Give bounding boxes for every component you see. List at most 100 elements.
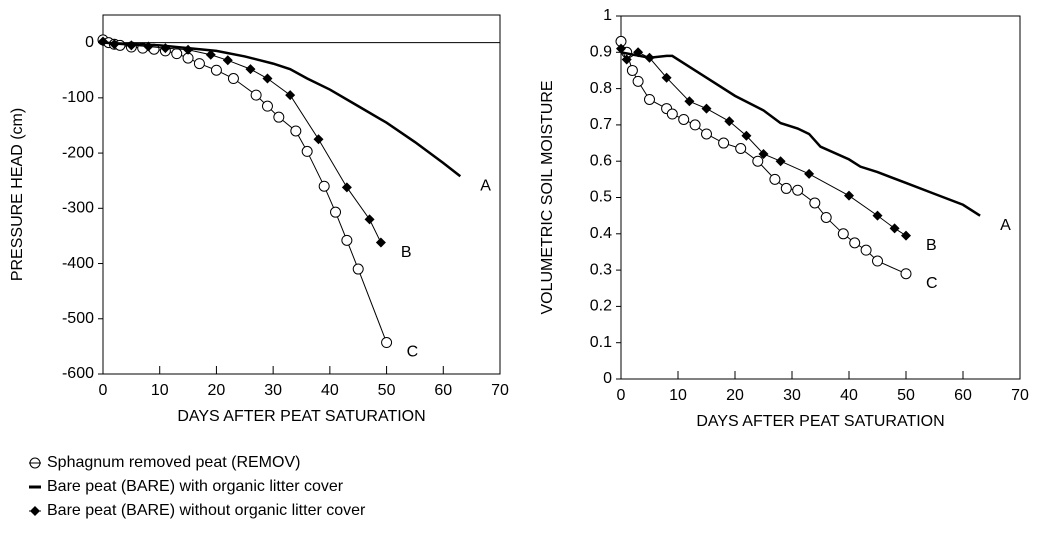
y-tick-label: 0.5 — [590, 189, 612, 206]
point-marker — [735, 142, 747, 154]
point-marker — [792, 184, 804, 196]
point-marker — [330, 206, 342, 218]
x-tick-label: 30 — [264, 382, 282, 399]
point-marker — [780, 182, 792, 194]
plot-frame — [620, 15, 1021, 380]
series-end-label: C — [926, 275, 938, 292]
point-marker — [227, 73, 239, 85]
point-marker — [261, 100, 273, 112]
point-marker — [250, 89, 262, 101]
x-tick-label: 10 — [151, 382, 169, 399]
y-tick-label: 0 — [603, 370, 612, 387]
y-tick-label: 0.8 — [590, 80, 612, 97]
point-marker — [661, 72, 672, 83]
point-marker — [633, 47, 644, 58]
point-marker — [804, 168, 815, 179]
point-marker — [171, 48, 183, 60]
point-marker — [616, 43, 626, 54]
y-tick-label: 0.4 — [590, 225, 612, 242]
series-line — [620, 48, 907, 237]
point-marker — [126, 40, 137, 51]
point-marker — [769, 173, 781, 185]
series-line — [102, 39, 388, 343]
point-marker — [837, 228, 849, 240]
y-tick-label: -300 — [62, 200, 94, 217]
plot-frame — [102, 14, 501, 375]
point-marker — [644, 52, 655, 63]
y-tick-label: -200 — [62, 144, 94, 161]
x-tick-label: 20 — [726, 387, 744, 404]
x-tick-label: 50 — [897, 387, 915, 404]
y-tick-label: 0.9 — [590, 44, 612, 61]
point-marker — [210, 64, 222, 76]
point-marker — [626, 64, 638, 76]
y-tick-label: 0.6 — [590, 152, 612, 169]
point-marker — [844, 190, 854, 201]
point-marker — [143, 41, 154, 52]
series-end-label: B — [926, 237, 937, 254]
point-marker — [900, 268, 912, 280]
x-tick-label: 60 — [954, 387, 972, 404]
y-tick-label: -400 — [62, 255, 94, 272]
series-line — [620, 51, 981, 217]
x-axis-title: DAYS AFTER PEAT SATURATION — [177, 408, 425, 425]
point-marker — [273, 111, 285, 123]
point-marker — [849, 237, 861, 249]
point-marker — [758, 148, 769, 159]
y-tick-label: 0.2 — [590, 298, 612, 315]
point-marker — [341, 234, 353, 246]
point-marker — [318, 180, 330, 192]
x-tick-label: 0 — [99, 382, 108, 399]
point-marker — [901, 230, 911, 241]
y-tick-label: 0 — [85, 34, 94, 51]
y-tick-label: 1 — [603, 7, 612, 24]
series-end-label: A — [1000, 217, 1011, 234]
y-tick-label: -500 — [62, 310, 94, 327]
x-tick-label: 30 — [783, 387, 801, 404]
y-tick-label: 0.7 — [590, 116, 612, 133]
point-marker — [193, 58, 205, 70]
point-marker — [701, 128, 712, 140]
series-end-label: B — [401, 244, 412, 261]
point-marker — [621, 54, 632, 65]
point-marker — [183, 44, 194, 55]
series-line — [102, 41, 462, 178]
point-marker — [262, 73, 273, 84]
y-axis-title: PRESSURE HEAD (cm) — [9, 108, 26, 281]
point-marker — [689, 119, 701, 131]
point-marker — [820, 211, 832, 223]
x-tick-label: 40 — [840, 387, 858, 404]
point-marker — [205, 49, 216, 60]
point-marker — [724, 116, 735, 127]
point-marker — [775, 156, 786, 167]
point-marker — [889, 223, 900, 234]
series-end-label: A — [480, 177, 491, 194]
x-tick-label: 40 — [321, 382, 339, 399]
y-axis-title: VOLUMETRIC SOIL MOISTURE — [539, 80, 556, 314]
x-tick-label: 50 — [378, 382, 396, 399]
point-marker — [872, 210, 883, 221]
y-tick-label: 0.1 — [590, 334, 612, 351]
point-marker — [222, 55, 233, 66]
point-marker — [109, 39, 120, 50]
point-marker — [632, 75, 644, 87]
point-marker — [290, 125, 302, 137]
point-marker — [313, 134, 324, 145]
point-marker — [809, 197, 821, 209]
series-end-label: C — [407, 344, 419, 361]
y-tick-label: -600 — [62, 365, 94, 382]
point-marker — [375, 237, 386, 248]
point-marker — [285, 90, 296, 101]
point-marker — [718, 137, 730, 149]
point-marker — [860, 244, 872, 256]
point-marker — [741, 130, 752, 141]
x-tick-label: 70 — [491, 382, 509, 399]
y-tick-label: 0.3 — [590, 261, 612, 278]
point-marker — [684, 96, 695, 107]
point-marker — [160, 43, 171, 54]
point-marker — [678, 113, 690, 125]
legend-label: Sphagnum removed peat (REMOV) — [47, 454, 300, 471]
point-marker — [352, 263, 364, 275]
point-marker — [301, 145, 313, 157]
